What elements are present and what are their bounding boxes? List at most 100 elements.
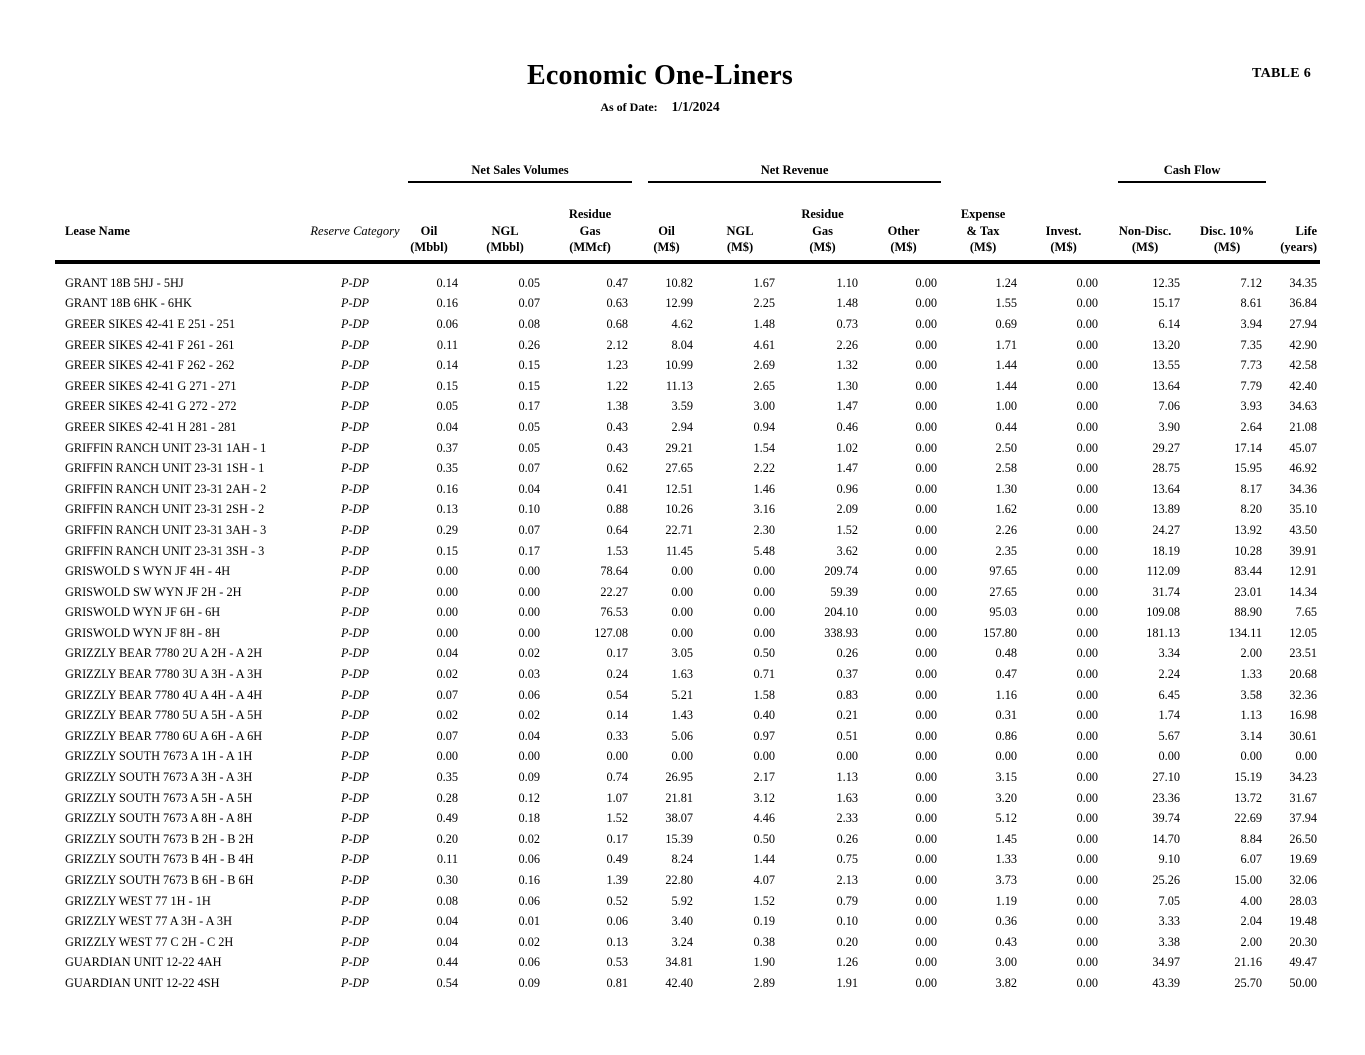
lease-name-cell: GRIZZLY BEAR 7780 4U A 4H - A 4H	[65, 687, 263, 702]
value-cell: 32.06	[1289, 873, 1318, 888]
value-cell: 1.02	[836, 440, 859, 455]
value-cell: 0.00	[1076, 481, 1099, 496]
lease-name-cell: GRIFFIN RANCH UNIT 23-31 3AH - 3	[65, 522, 267, 537]
value-cell: 3.12	[753, 790, 776, 805]
value-cell: 0.00	[915, 440, 938, 455]
value-cell: 0.05	[518, 440, 540, 455]
value-cell: 0.40	[753, 708, 776, 723]
reserve-category-cell: P-DP	[341, 296, 369, 311]
value-cell: 12.05	[1289, 625, 1318, 640]
value-cell: 1.00	[995, 399, 1018, 414]
value-cell: 29.27	[1152, 440, 1181, 455]
value-cell: 20.30	[1289, 934, 1318, 949]
value-cell: 1.30	[995, 481, 1018, 496]
value-cell: 10.28	[1234, 543, 1263, 558]
lease-name-cell: GRIFFIN RANCH UNIT 23-31 1AH - 1	[65, 440, 267, 455]
value-cell: 0.00	[1076, 914, 1099, 929]
value-cell: 0.00	[915, 584, 938, 599]
value-cell: 0.00	[1158, 749, 1181, 764]
value-cell: 0.00	[1076, 770, 1099, 785]
value-cell: 3.14	[1240, 728, 1263, 743]
reserve-category-cell: P-DP	[341, 955, 369, 970]
value-cell: 18.19	[1152, 543, 1181, 558]
value-cell: 0.06	[436, 316, 458, 331]
value-cell: 0.49	[436, 811, 458, 826]
value-cell: 50.00	[1289, 975, 1318, 990]
col-other-revenue: Other (M$)	[870, 183, 950, 264]
value-cell: 15.17	[1152, 296, 1181, 311]
value-cell: 0.00	[1076, 358, 1099, 373]
value-cell: 19.69	[1289, 852, 1318, 867]
value-cell: 2.04	[1240, 914, 1263, 929]
value-cell: 0.54	[436, 975, 458, 990]
lease-name-cell: GRIZZLY SOUTH 7673 B 6H - B 6H	[65, 873, 254, 888]
value-cell: 112.09	[1146, 564, 1181, 579]
value-cell: 1.67	[753, 275, 776, 290]
table-row: GRANT 18B 6HK - 6HK P-DP 0.16 0.07 0.63 12.99…	[55, 294, 1320, 315]
lease-name-cell: GREER SIKES 42-41 G 272 - 272	[65, 399, 237, 414]
lease-name-cell: GUARDIAN UNIT 12-22 4SH	[65, 975, 220, 990]
col-cashflow-nondisc: Non-Disc. (M$)	[1110, 183, 1193, 264]
reserve-category-cell: P-DP	[341, 914, 369, 929]
value-cell: 11.13	[665, 378, 694, 393]
col-ngl-revenue: NGL (M$)	[705, 183, 788, 264]
table-row: GRISWOLD WYN JF 8H - 8H P-DP 0.00 0.00 127.0…	[55, 623, 1320, 644]
value-cell: 78.64	[600, 564, 629, 579]
value-cell: 3.38	[1158, 934, 1181, 949]
value-cell: 0.00	[915, 543, 938, 558]
table-row: GRIFFIN RANCH UNIT 23-31 3AH - 3 P-DP 0.29…	[55, 520, 1320, 541]
value-cell: 1.53	[606, 543, 629, 558]
value-cell: 2.00	[1240, 646, 1263, 661]
value-cell: 0.17	[518, 399, 540, 414]
value-cell: 1.38	[606, 399, 629, 414]
group-net-revenue: Net Revenue	[640, 159, 949, 183]
value-cell: 29.21	[665, 440, 694, 455]
value-cell: 0.00	[915, 667, 938, 682]
value-cell: 3.00	[753, 399, 776, 414]
value-cell: 1.24	[995, 275, 1018, 290]
value-cell: 38.07	[665, 811, 694, 826]
value-cell: 1.55	[995, 296, 1018, 311]
value-cell: 0.00	[1076, 873, 1099, 888]
col-reserve-category: Reserve Category	[310, 183, 400, 264]
value-cell: 1.46	[753, 481, 776, 496]
value-cell: 0.97	[753, 728, 776, 743]
value-cell: 0.00	[1076, 502, 1099, 517]
lease-name-cell: GREER SIKES 42-41 E 251 - 251	[65, 316, 236, 331]
value-cell: 0.35	[436, 461, 458, 476]
value-cell: 0.00	[1240, 749, 1263, 764]
value-cell: 1.44	[995, 378, 1018, 393]
value-cell: 0.00	[995, 749, 1018, 764]
value-cell: 4.46	[753, 811, 776, 826]
value-cell: 1.47	[836, 461, 859, 476]
value-cell: 0.74	[606, 770, 629, 785]
table-row: GRIZZLY WEST 77 C 2H - C 2H P-DP 0.04 0.02 0…	[55, 932, 1320, 953]
reserve-category-cell: P-DP	[341, 378, 369, 393]
value-cell: 83.44	[1234, 564, 1263, 579]
table-row: GRISWOLD SW WYN JF 2H - 2H P-DP 0.00 0.00 22…	[55, 582, 1320, 603]
value-cell: 8.17	[1240, 481, 1263, 496]
table-row: GRIZZLY BEAR 7780 5U A 5H - A 5H P-DP 0.02…	[55, 705, 1320, 726]
value-cell: 0.00	[915, 873, 938, 888]
value-cell: 134.11	[1228, 625, 1263, 640]
value-cell: 0.20	[436, 831, 458, 846]
col-expense-tax: Expense & Tax (M$)	[949, 183, 1030, 264]
group-spacer	[55, 159, 400, 183]
value-cell: 0.00	[1076, 811, 1099, 826]
value-cell: 2.89	[753, 975, 776, 990]
value-cell: 0.00	[1076, 687, 1099, 702]
value-cell: 0.12	[518, 790, 540, 805]
value-cell: 0.05	[518, 419, 540, 434]
table-row: GRIZZLY BEAR 7780 2U A 2H - A 2H P-DP 0.04…	[55, 644, 1320, 665]
lease-name-cell: GRIZZLY SOUTH 7673 A 5H - A 5H	[65, 790, 253, 805]
value-cell: 13.20	[1152, 337, 1181, 352]
value-cell: 0.33	[606, 728, 629, 743]
value-cell: 5.67	[1158, 728, 1181, 743]
value-cell: 0.06	[518, 893, 540, 908]
table-row: GRIFFIN RANCH UNIT 23-31 1SH - 1 P-DP 0.35…	[55, 458, 1320, 479]
value-cell: 28.75	[1152, 461, 1181, 476]
value-cell: 15.95	[1234, 461, 1263, 476]
value-cell: 5.06	[671, 728, 694, 743]
table-row: GRIFFIN RANCH UNIT 23-31 2SH - 2 P-DP 0.13…	[55, 500, 1320, 521]
value-cell: 3.16	[753, 502, 776, 517]
